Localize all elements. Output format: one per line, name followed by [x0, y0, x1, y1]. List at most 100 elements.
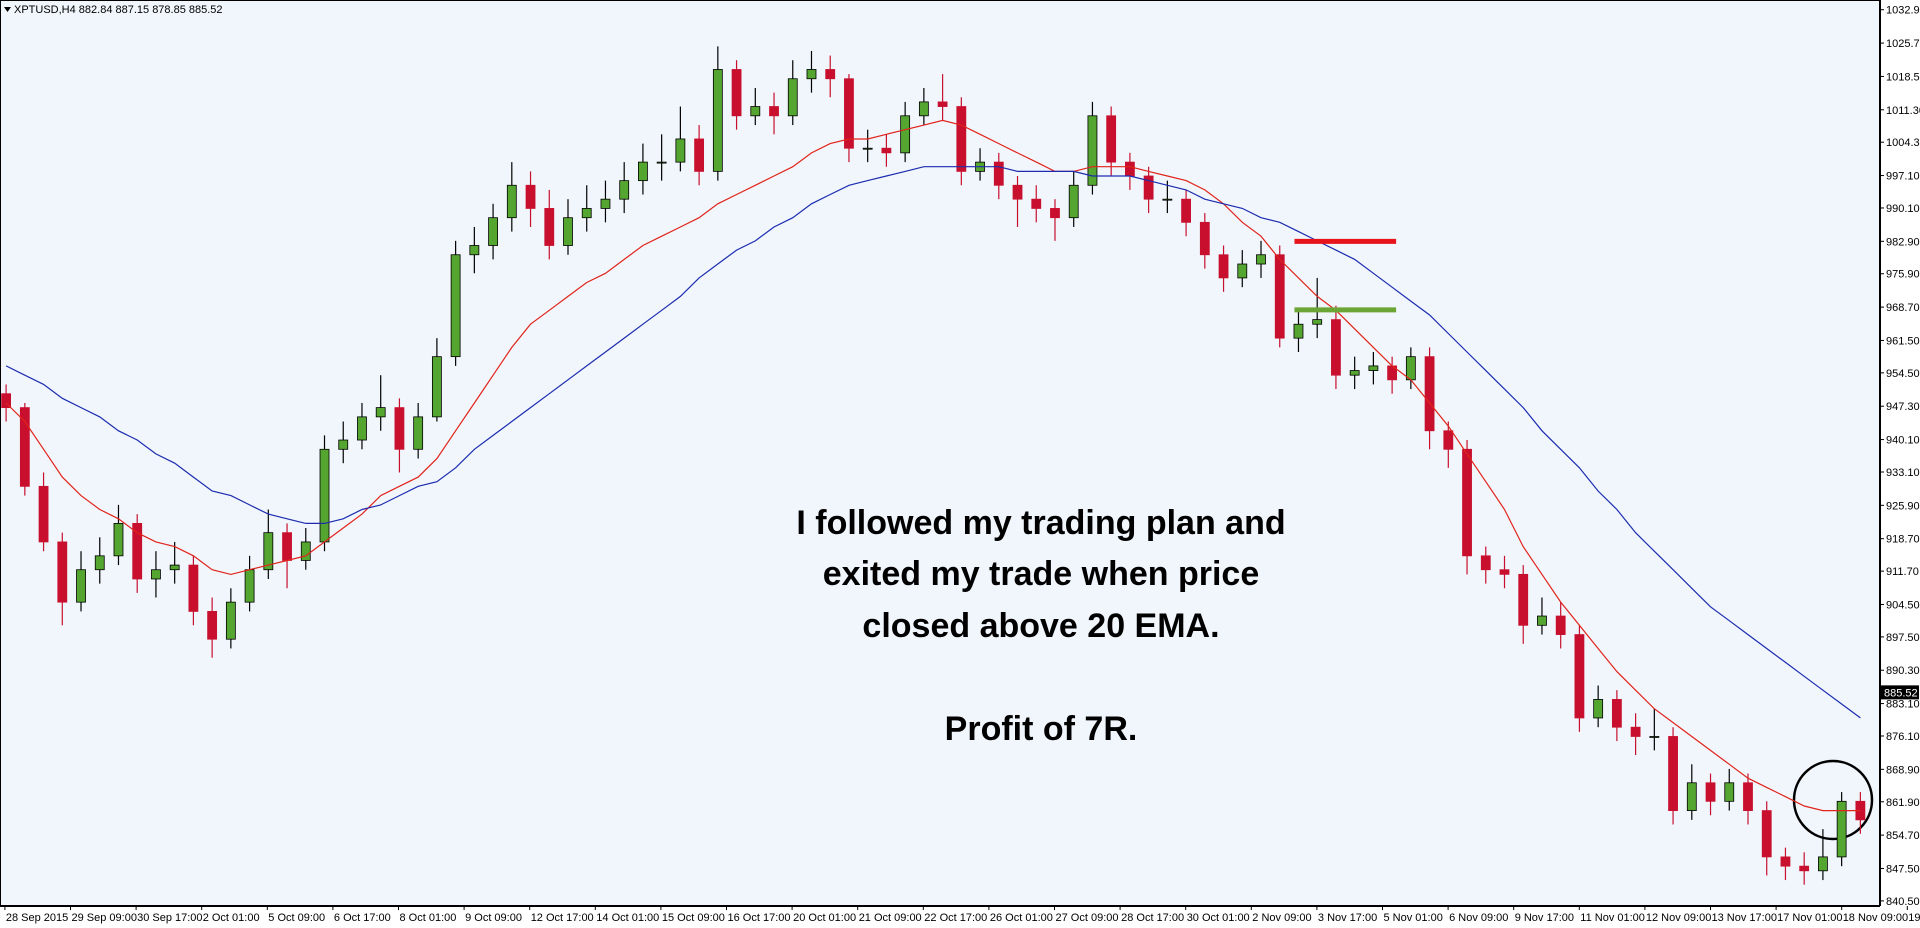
candle-body	[394, 407, 405, 450]
candle-body	[825, 69, 836, 80]
candle-body	[469, 245, 480, 256]
candle-body	[638, 161, 648, 182]
candle-body	[1836, 800, 1847, 858]
y-tick-label: 904.50	[1886, 599, 1920, 611]
candle-body	[1068, 184, 1079, 219]
x-tick-label: 13 Nov 17:00	[1712, 912, 1777, 924]
candle-body	[1, 393, 11, 409]
candle-body	[1181, 198, 1191, 223]
candle-body	[413, 416, 424, 450]
x-tick-label: 5 Nov 01:00	[1384, 912, 1443, 924]
candle-body	[900, 115, 911, 154]
x-tick-label: 16 Oct 17:00	[728, 912, 791, 924]
candle-body	[1424, 356, 1435, 432]
candle-body	[1312, 319, 1323, 325]
x-tick-label: 21 Oct 09:00	[859, 912, 922, 924]
x-tick-label: 2 Nov 09:00	[1252, 912, 1311, 924]
candle-body	[712, 69, 723, 172]
candle-body	[1799, 865, 1810, 872]
y-tick-label: 897.50	[1886, 632, 1920, 644]
y-tick-label: 868.90	[1886, 764, 1920, 776]
y-tick-label: 997.10	[1886, 171, 1920, 183]
candle-body	[1574, 634, 1585, 719]
y-tick-label: 876.10	[1886, 731, 1920, 743]
candle-body	[1012, 184, 1023, 200]
candle-body	[57, 541, 68, 603]
candle-body	[169, 564, 180, 571]
candle-body	[750, 106, 761, 117]
annotation-text: closed above 20 EMA.	[862, 607, 1219, 645]
x-tick-label: 3 Nov 17:00	[1318, 912, 1377, 924]
x-tick-label: 5 Oct 09:00	[268, 912, 325, 924]
candle-body	[1761, 810, 1772, 858]
candle-body	[188, 564, 199, 612]
candle-body	[1686, 782, 1697, 811]
candle-body	[1743, 782, 1753, 811]
candle-body	[1555, 615, 1566, 635]
candle-body	[806, 69, 817, 80]
candle-body	[207, 611, 218, 640]
candle-body	[787, 78, 798, 117]
candle-body	[1668, 736, 1678, 811]
x-tick-label: 20 Oct 01:00	[793, 912, 856, 924]
y-tick-label: 1011.30	[1886, 105, 1920, 117]
candle-body	[338, 439, 349, 450]
candle-body	[1649, 736, 1660, 738]
candle-body	[1705, 782, 1716, 802]
candle-body	[1256, 254, 1266, 265]
candle-body	[563, 217, 573, 246]
candle-body	[1537, 615, 1547, 626]
y-tick-label: 840.50	[1886, 896, 1920, 908]
candle-body	[431, 356, 442, 418]
y-tick-label: 854.70	[1886, 830, 1920, 842]
candle-body	[151, 569, 161, 580]
candle-body	[1611, 699, 1622, 728]
x-tick-label: 8 Oct 01:00	[400, 912, 457, 924]
candle-body	[1199, 221, 1210, 256]
y-tick-label: 1004.30	[1886, 137, 1920, 149]
y-tick-label: 883.10	[1886, 699, 1920, 711]
x-tick-label: 6 Oct 17:00	[334, 912, 391, 924]
x-tick-label: 28 Oct 17:00	[1121, 912, 1184, 924]
candle-body	[488, 217, 498, 246]
candle-body	[357, 416, 367, 441]
y-tick-label: 890.30	[1886, 665, 1920, 677]
candle-body	[94, 555, 105, 571]
x-tick-label: 11 Nov 01:00	[1580, 912, 1645, 924]
candle-body	[375, 407, 386, 418]
candle-body	[1499, 569, 1510, 575]
candle-body	[1480, 555, 1491, 571]
x-tick-label: 9 Nov 17:00	[1515, 912, 1574, 924]
y-tick-label: 861.90	[1886, 797, 1920, 809]
y-tick-label: 961.50	[1886, 335, 1920, 347]
x-tick-label: 30 Oct 01:00	[1187, 912, 1250, 924]
candle-body	[450, 254, 461, 358]
candle-body	[769, 106, 779, 117]
y-tick-label: 990.10	[1886, 203, 1920, 215]
candle-body	[525, 184, 536, 209]
candle-body	[656, 161, 667, 164]
candle-body	[1031, 198, 1042, 209]
candle-body	[300, 541, 311, 561]
x-tick-label: 6 Nov 09:00	[1449, 912, 1508, 924]
candle-body	[506, 184, 517, 219]
candle-body	[1368, 365, 1379, 371]
chart-header: XPTUSD,H4 882.84 887.15 878.85 885.52	[14, 4, 223, 16]
y-tick-label: 940.10	[1886, 435, 1920, 447]
axis-background	[0, 906, 1880, 928]
candle-body	[132, 523, 143, 580]
candle-body	[225, 601, 236, 640]
candle-body	[675, 138, 686, 163]
candle-body	[38, 485, 49, 543]
candle-body	[1724, 782, 1735, 802]
y-tick-label: 1025.70	[1886, 38, 1920, 50]
candle-body	[113, 523, 124, 557]
symbol-icon	[4, 7, 11, 12]
y-tick-label: 975.90	[1886, 269, 1920, 281]
candle-body	[1087, 115, 1098, 186]
x-tick-label: 12 Nov 09:00	[1646, 912, 1711, 924]
candle-body	[544, 208, 555, 246]
candle-body	[1162, 198, 1173, 201]
candle-body	[600, 198, 611, 209]
